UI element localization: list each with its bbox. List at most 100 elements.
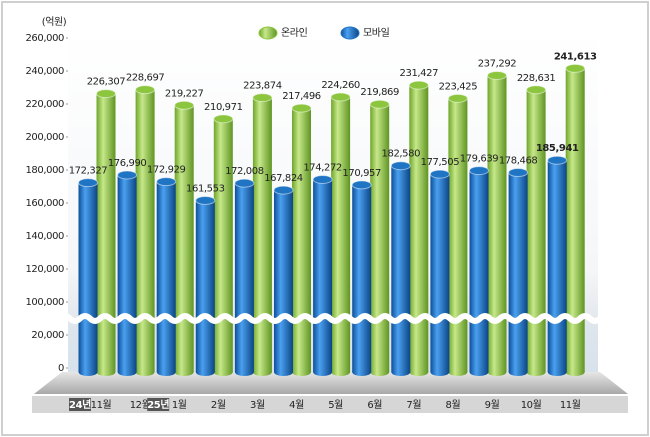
bar-base xyxy=(252,368,272,376)
value-label: 182,580 xyxy=(382,149,421,160)
bar xyxy=(213,118,233,372)
bar xyxy=(234,183,254,372)
bar xyxy=(117,174,137,372)
bar-base xyxy=(448,368,468,376)
value-label: 172,008 xyxy=(225,166,264,177)
bar xyxy=(292,108,311,373)
bar-base xyxy=(391,368,411,376)
bar-cap xyxy=(330,92,351,102)
bar-base xyxy=(547,368,567,376)
bar-base xyxy=(313,368,333,376)
bar xyxy=(313,179,333,372)
bar-cap xyxy=(408,80,429,90)
bar xyxy=(370,104,390,372)
bar-cap xyxy=(547,155,568,165)
value-label: 241,613 xyxy=(554,51,597,62)
bar-base xyxy=(274,368,293,376)
value-label: 231,427 xyxy=(400,68,439,79)
bar-base xyxy=(135,368,155,376)
y-tick-label: 20,000 xyxy=(31,330,64,341)
bar xyxy=(78,182,98,372)
x-tick-label: 4월 xyxy=(289,399,304,411)
bar-cap xyxy=(291,103,312,113)
y-tick-label: 240,000 xyxy=(25,66,64,77)
bar-cap xyxy=(369,99,390,109)
bar-cap xyxy=(351,180,372,190)
bar-base xyxy=(565,368,585,376)
bar-base xyxy=(352,368,372,376)
x-tick-label: 7월 xyxy=(406,399,421,411)
x-tick-label: 9월 xyxy=(485,399,500,411)
bar-cap xyxy=(469,166,489,176)
bar xyxy=(195,200,215,372)
bar-cap xyxy=(117,170,138,180)
value-label: 177,505 xyxy=(421,157,460,168)
bar xyxy=(565,68,585,372)
value-label: 172,327 xyxy=(69,166,108,177)
year-label: 24년 xyxy=(69,398,91,411)
y-tick-label: 100,000 xyxy=(25,297,64,308)
bar-cap xyxy=(213,114,234,124)
y-tick-label: 180,000 xyxy=(25,165,64,176)
bar-cap xyxy=(312,174,333,184)
bar-cap xyxy=(273,185,294,195)
bar xyxy=(547,160,567,372)
bar-base xyxy=(292,368,311,376)
y-tick-label: 120,000 xyxy=(25,264,64,275)
bar-base xyxy=(117,368,137,376)
bar-base xyxy=(331,368,351,376)
axis-break xyxy=(57,313,603,324)
x-tick-label: 11월 xyxy=(560,399,581,411)
bar xyxy=(156,181,176,372)
bar xyxy=(96,93,116,373)
bar-base xyxy=(195,368,215,376)
bar xyxy=(448,98,468,372)
bar-base xyxy=(526,368,546,376)
bar xyxy=(352,184,372,372)
bar-cap xyxy=(429,169,450,179)
bar-cap xyxy=(78,178,98,188)
value-label: 174,272 xyxy=(303,162,342,173)
value-label: 178,468 xyxy=(499,156,538,167)
legend-label: 온라인 xyxy=(281,27,308,39)
bar-base xyxy=(78,368,98,376)
x-tick-label: 11월 xyxy=(91,399,112,411)
y-tick-label: 0 xyxy=(58,363,64,374)
y-tick-label: 200,000 xyxy=(25,132,64,143)
bar-cap xyxy=(174,100,195,110)
bar-cap xyxy=(487,70,507,80)
value-label: 226,307 xyxy=(87,77,126,88)
bar xyxy=(487,75,507,372)
value-label: 176,990 xyxy=(108,158,147,169)
year-box xyxy=(69,398,91,411)
value-label: 219,227 xyxy=(165,88,204,99)
value-label: 167,824 xyxy=(264,173,303,184)
value-label: 185,941 xyxy=(536,143,579,154)
x-tick-label: 6월 xyxy=(367,399,382,411)
x-tick-label: 1월 xyxy=(172,399,187,411)
bar xyxy=(508,172,528,372)
bar-cap xyxy=(508,168,529,178)
bar-cap xyxy=(156,177,177,187)
bar xyxy=(174,105,194,372)
bar xyxy=(274,190,293,372)
value-label: 161,553 xyxy=(186,183,225,194)
bar-base xyxy=(508,368,528,376)
x-tick-label: 3월 xyxy=(250,399,265,411)
bar-cap xyxy=(447,93,468,103)
value-label: 224,260 xyxy=(321,80,360,91)
y-tick-label: 260,000 xyxy=(25,33,64,44)
x-label-band xyxy=(32,396,628,413)
bar-cap xyxy=(234,178,255,188)
y-axis-title: (억원) xyxy=(42,16,67,28)
bar-cap xyxy=(96,89,116,99)
bar xyxy=(430,174,450,372)
bar-base xyxy=(469,368,489,376)
bar-cap xyxy=(565,63,586,73)
bar-base xyxy=(234,368,254,376)
value-label: 223,425 xyxy=(439,81,478,92)
x-tick-label: 5월 xyxy=(328,399,343,411)
value-label: 210,971 xyxy=(204,102,243,113)
legend-swatch xyxy=(340,26,360,40)
